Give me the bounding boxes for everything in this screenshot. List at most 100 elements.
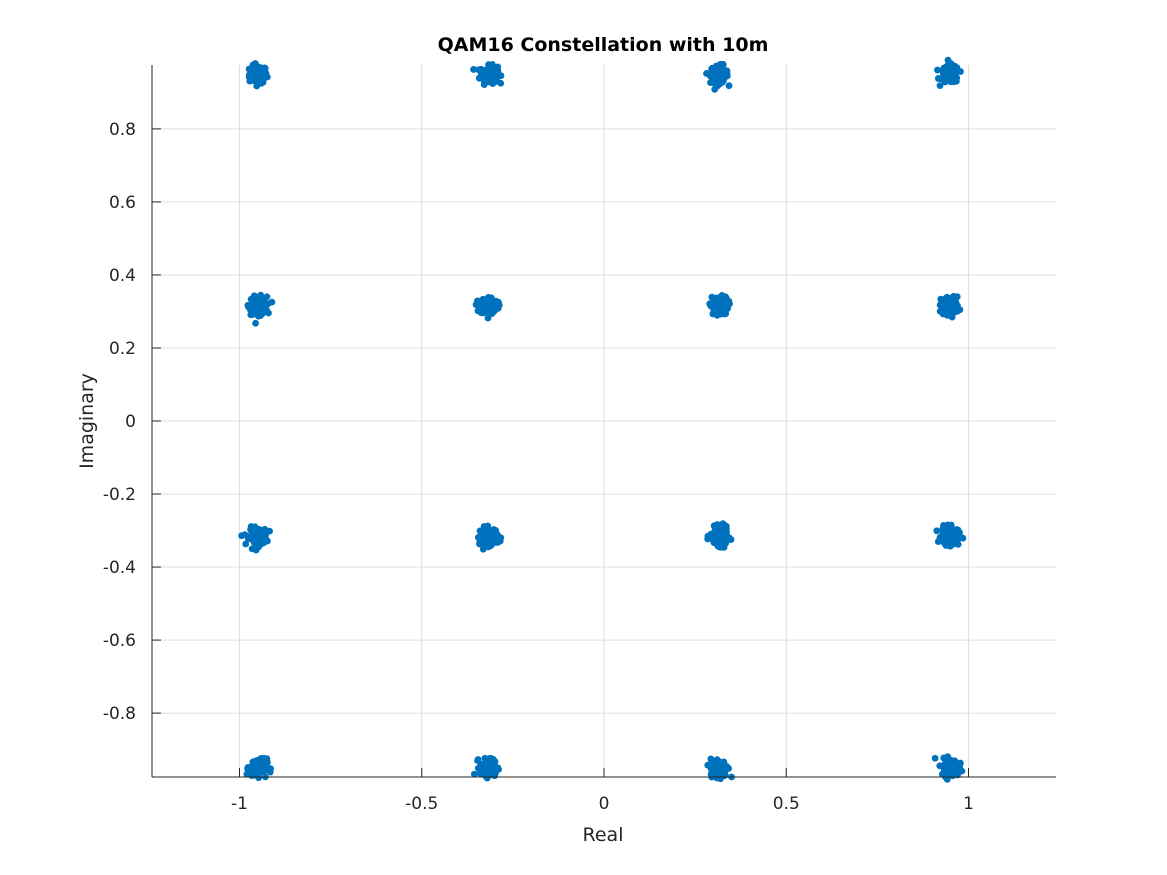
scatter-point (939, 66, 947, 74)
scatter-point (706, 300, 714, 308)
scatter-point (954, 526, 962, 534)
scatter-point (948, 761, 956, 768)
scatter-point (491, 531, 499, 539)
scatter-point (263, 293, 271, 301)
scatter-point (714, 542, 722, 550)
scatter-point (245, 303, 253, 311)
scatter-point (262, 306, 270, 314)
scatter-point (933, 527, 941, 535)
scatter-point (720, 303, 728, 310)
scatter-point (940, 762, 947, 769)
constellation-cluster (470, 754, 503, 782)
scatter-point (494, 63, 502, 71)
x-tick-label: -0.5 (405, 794, 438, 814)
scatter-point (474, 756, 482, 763)
scatter-point (484, 314, 492, 322)
y-tick-label: -0.6 (103, 631, 136, 651)
scatter-point (952, 766, 960, 774)
grid-lines (152, 65, 1056, 777)
constellation-cluster (934, 56, 964, 90)
scatter-point (477, 534, 485, 542)
constellation-cluster (245, 60, 271, 90)
scatter-point (253, 765, 261, 773)
scatter-point (721, 293, 729, 301)
scatter-point (957, 68, 964, 75)
scatter-point (242, 540, 250, 548)
scatter-point (716, 768, 724, 775)
scatter-point (947, 539, 955, 547)
scatter-point (941, 300, 949, 308)
scatter-point (725, 765, 732, 772)
scatter-point (481, 72, 488, 80)
scatter-point (936, 82, 944, 90)
scatter-point (954, 540, 962, 548)
scatter-point (717, 70, 725, 78)
scatter-point (238, 532, 246, 540)
scatter-point (470, 770, 478, 778)
scatter-point (248, 545, 256, 553)
x-tick-label: 0 (599, 794, 610, 814)
y-axis-label: Imaginary (76, 373, 98, 469)
scatter-point (494, 539, 501, 546)
y-tick-label: -0.8 (103, 704, 136, 724)
constellation-cluster (936, 292, 964, 321)
scatter-point (497, 72, 505, 80)
scatter-point (934, 66, 941, 74)
scatter-point (473, 297, 481, 305)
constellation-cluster (703, 60, 733, 93)
scatter-point (480, 523, 488, 530)
constellation-cluster (243, 754, 274, 782)
scatter-point (951, 62, 959, 70)
scatter-point (938, 527, 946, 535)
x-tick-label: 1 (963, 794, 974, 814)
scatter-point (707, 771, 715, 778)
scatter-point (263, 755, 271, 763)
y-tick-label: -0.2 (103, 485, 136, 505)
scatter-point (258, 758, 266, 766)
constellation-cluster (931, 753, 966, 783)
y-tick-label: 0 (125, 412, 136, 432)
constellation-cluster (474, 522, 505, 553)
constellation-cluster (933, 521, 967, 550)
scatter-point (477, 766, 485, 774)
constellation-cluster (244, 291, 276, 327)
scatter-point (492, 78, 500, 85)
scatter-point (494, 298, 502, 306)
scatter-point (717, 775, 724, 783)
x-tick-label: -1 (231, 794, 248, 814)
scatter-point (713, 311, 721, 319)
scatter-point (470, 66, 477, 73)
scatter-point (484, 67, 492, 75)
scatter-point (719, 520, 727, 528)
scatter-point (948, 306, 956, 314)
scatter-point (260, 72, 267, 80)
y-tick-label: 0.4 (109, 266, 136, 286)
constellation-cluster (238, 523, 273, 554)
scatter-point (717, 762, 725, 770)
tick-marks: -1 -0.5 0 0.5 1 -0.8 -0.6 -0.4 -0.2 0 0.2 0.4 0.6 0.8 (103, 120, 974, 814)
scatter-point (708, 758, 716, 766)
scatter-point (715, 529, 723, 537)
scatter-point (931, 754, 939, 762)
scatter-point (247, 66, 255, 74)
scatter-point (948, 532, 956, 540)
scatter-point (493, 765, 500, 773)
x-axis-label: Real (583, 824, 624, 846)
chart-title: QAM16 Constellation with 10m (438, 34, 769, 56)
scatter-point (262, 536, 270, 544)
scatter-point (252, 298, 259, 306)
x-tick-label: 0.5 (773, 794, 800, 814)
scatter-point (477, 308, 484, 316)
scatter-point (483, 774, 491, 782)
constellation-cluster (470, 60, 505, 88)
scatter-point (945, 77, 953, 85)
scatter-point (252, 528, 260, 535)
scatter-point (940, 754, 948, 762)
scatter-point (713, 303, 721, 311)
scatter-point (246, 766, 254, 774)
scatter-point (716, 297, 724, 305)
constellation-cluster (472, 294, 503, 322)
scatter-point (946, 68, 954, 76)
scatter-point (725, 82, 733, 90)
